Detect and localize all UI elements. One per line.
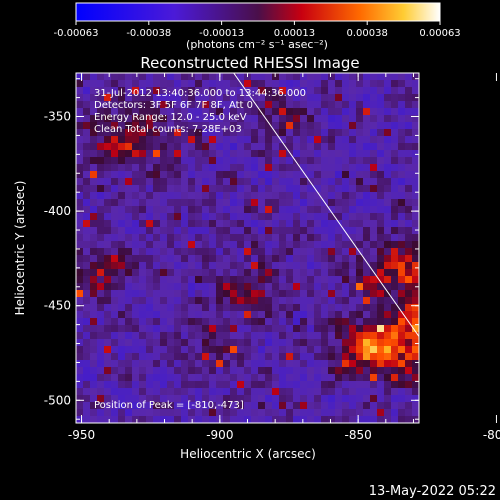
colorbar-gradient (75, 2, 441, 22)
time-range-text: 31-Jul-2012 13:40:36.000 to 13:44:36.000 (94, 88, 306, 99)
y-tick-label: -400 (44, 204, 71, 218)
peak-position-text: Position of Peak = [-810,-473] (94, 400, 244, 411)
x-axis: -950 -900 -850 -800 (68, 73, 500, 442)
footer-date: 13-May-2022 05:22 (369, 484, 496, 499)
solar-limb-line (233, 73, 419, 338)
colorbar: -0.00063 -0.00038 -0.00013 0.00013 0.00038 0.… (54, 2, 461, 51)
colorbar-tick-label: 0.00013 (274, 28, 315, 39)
y-tick-label: -450 (44, 299, 71, 313)
info-block: 31-Jul-2012 13:40:36.000 to 13:44:36.000… (94, 88, 306, 411)
energy-range-text: Energy Range: 12.0 - 25.0 keV (94, 112, 247, 123)
heatmap (76, 73, 419, 423)
algorithm-counts-text: Clean Total counts: 7.28E+03 (94, 124, 242, 135)
detectors-text: Detectors: 3F 5F 6F 7F 8F, Att 0 (94, 100, 253, 111)
y-tick-label: -350 (44, 110, 71, 124)
x-tick-label: -950 (68, 428, 95, 442)
x-axis-label: Heliocentric X (arcsec) (180, 447, 316, 461)
colorbar-ticks: -0.00063 -0.00038 -0.00013 0.00013 0.00038 0.… (54, 21, 461, 39)
colorbar-tick-label: -0.00038 (126, 28, 171, 39)
y-axis: -350 -400 -450 -500 (44, 78, 419, 420)
colorbar-tick-label: 0.00063 (419, 28, 460, 39)
colorbar-tick-label: -0.00013 (199, 28, 244, 39)
colorbar-tick-label: -0.00063 (54, 28, 99, 39)
y-tick-label: -500 (44, 393, 71, 407)
x-tick-label: -800 (483, 428, 500, 442)
x-tick-label: -850 (345, 428, 372, 442)
x-tick-label: -900 (206, 428, 233, 442)
plot-title: Reconstructed RHESSI Image (140, 54, 359, 72)
colorbar-tick-label: 0.00038 (347, 28, 388, 39)
colorbar-unit-label: (photons cm⁻² s⁻¹ asec⁻²) (186, 38, 328, 51)
y-axis-label: Heliocentric Y (arcsec) (13, 181, 27, 316)
